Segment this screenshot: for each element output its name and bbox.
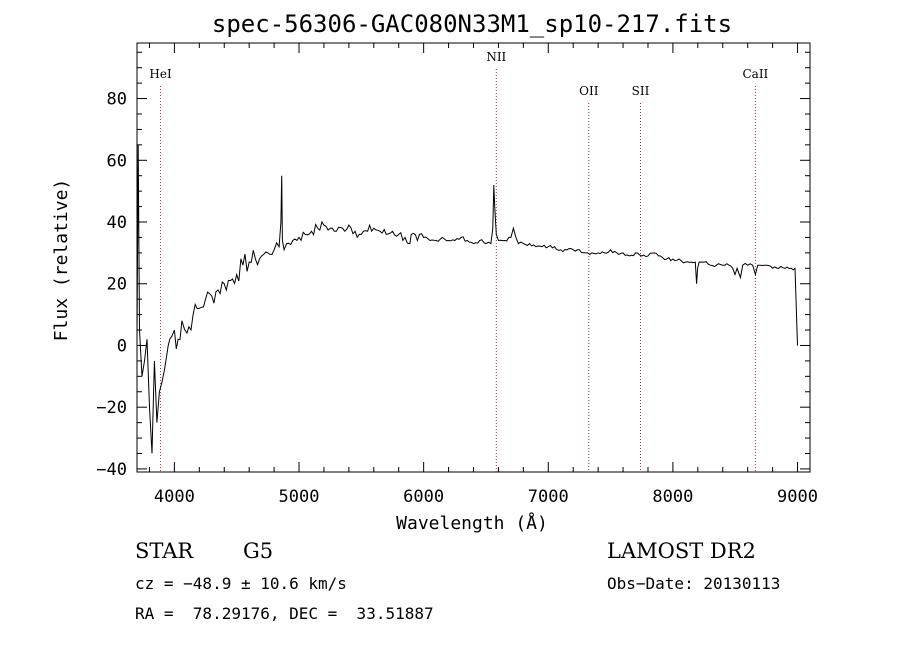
axis-ticks [137,43,810,472]
y-tick-label: 60 [107,151,127,171]
x-tick-label: 9000 [777,487,818,507]
x-tick-label: 6000 [403,487,444,507]
spectral-line-markers: HeI NII OII SII CaII [149,50,769,472]
redshift-info: cz = −48.9 ± 10.6 km/s [135,574,347,593]
x-tick-label: 7000 [528,487,569,507]
spectral-line-label: NII [486,50,506,64]
coordinates-info: RA = 78.29176, DEC = 33.51887 [135,604,434,623]
spectral-line-label: OII [579,84,599,98]
x-axis-label: Wavelength (Å) [396,512,548,534]
spectrum-line [136,144,798,454]
y-axis-label: Flux (relative) [51,179,72,342]
plot-frame [136,42,811,473]
y-tick-label: −40 [96,460,127,480]
spectral-line-label: SII [632,84,650,98]
x-tick-label: 8000 [652,487,693,507]
y-tick-label: 80 [107,90,127,110]
axis-tick-labels: 4000 5000 6000 7000 8000 9000 −40 −20 0 20 40 60 80 [96,90,818,507]
chart-title: spec-56306-GAC080N33M1_sp10-217.fits [212,10,732,38]
object-class: STAR [135,539,194,563]
spectral-line-label: CaII [742,67,768,81]
spectral-line-label: HeI [149,67,172,81]
y-tick-label: 40 [107,213,127,233]
y-tick-label: 0 [117,336,127,356]
x-tick-label: 5000 [279,487,320,507]
y-tick-label: 20 [107,275,127,295]
survey-name: LAMOST DR2 [607,539,756,563]
object-subclass: G5 [243,539,274,563]
x-tick-label: 4000 [154,487,195,507]
observation-date: Obs−Date: 20130113 [607,574,781,593]
y-tick-label: −20 [96,398,127,418]
